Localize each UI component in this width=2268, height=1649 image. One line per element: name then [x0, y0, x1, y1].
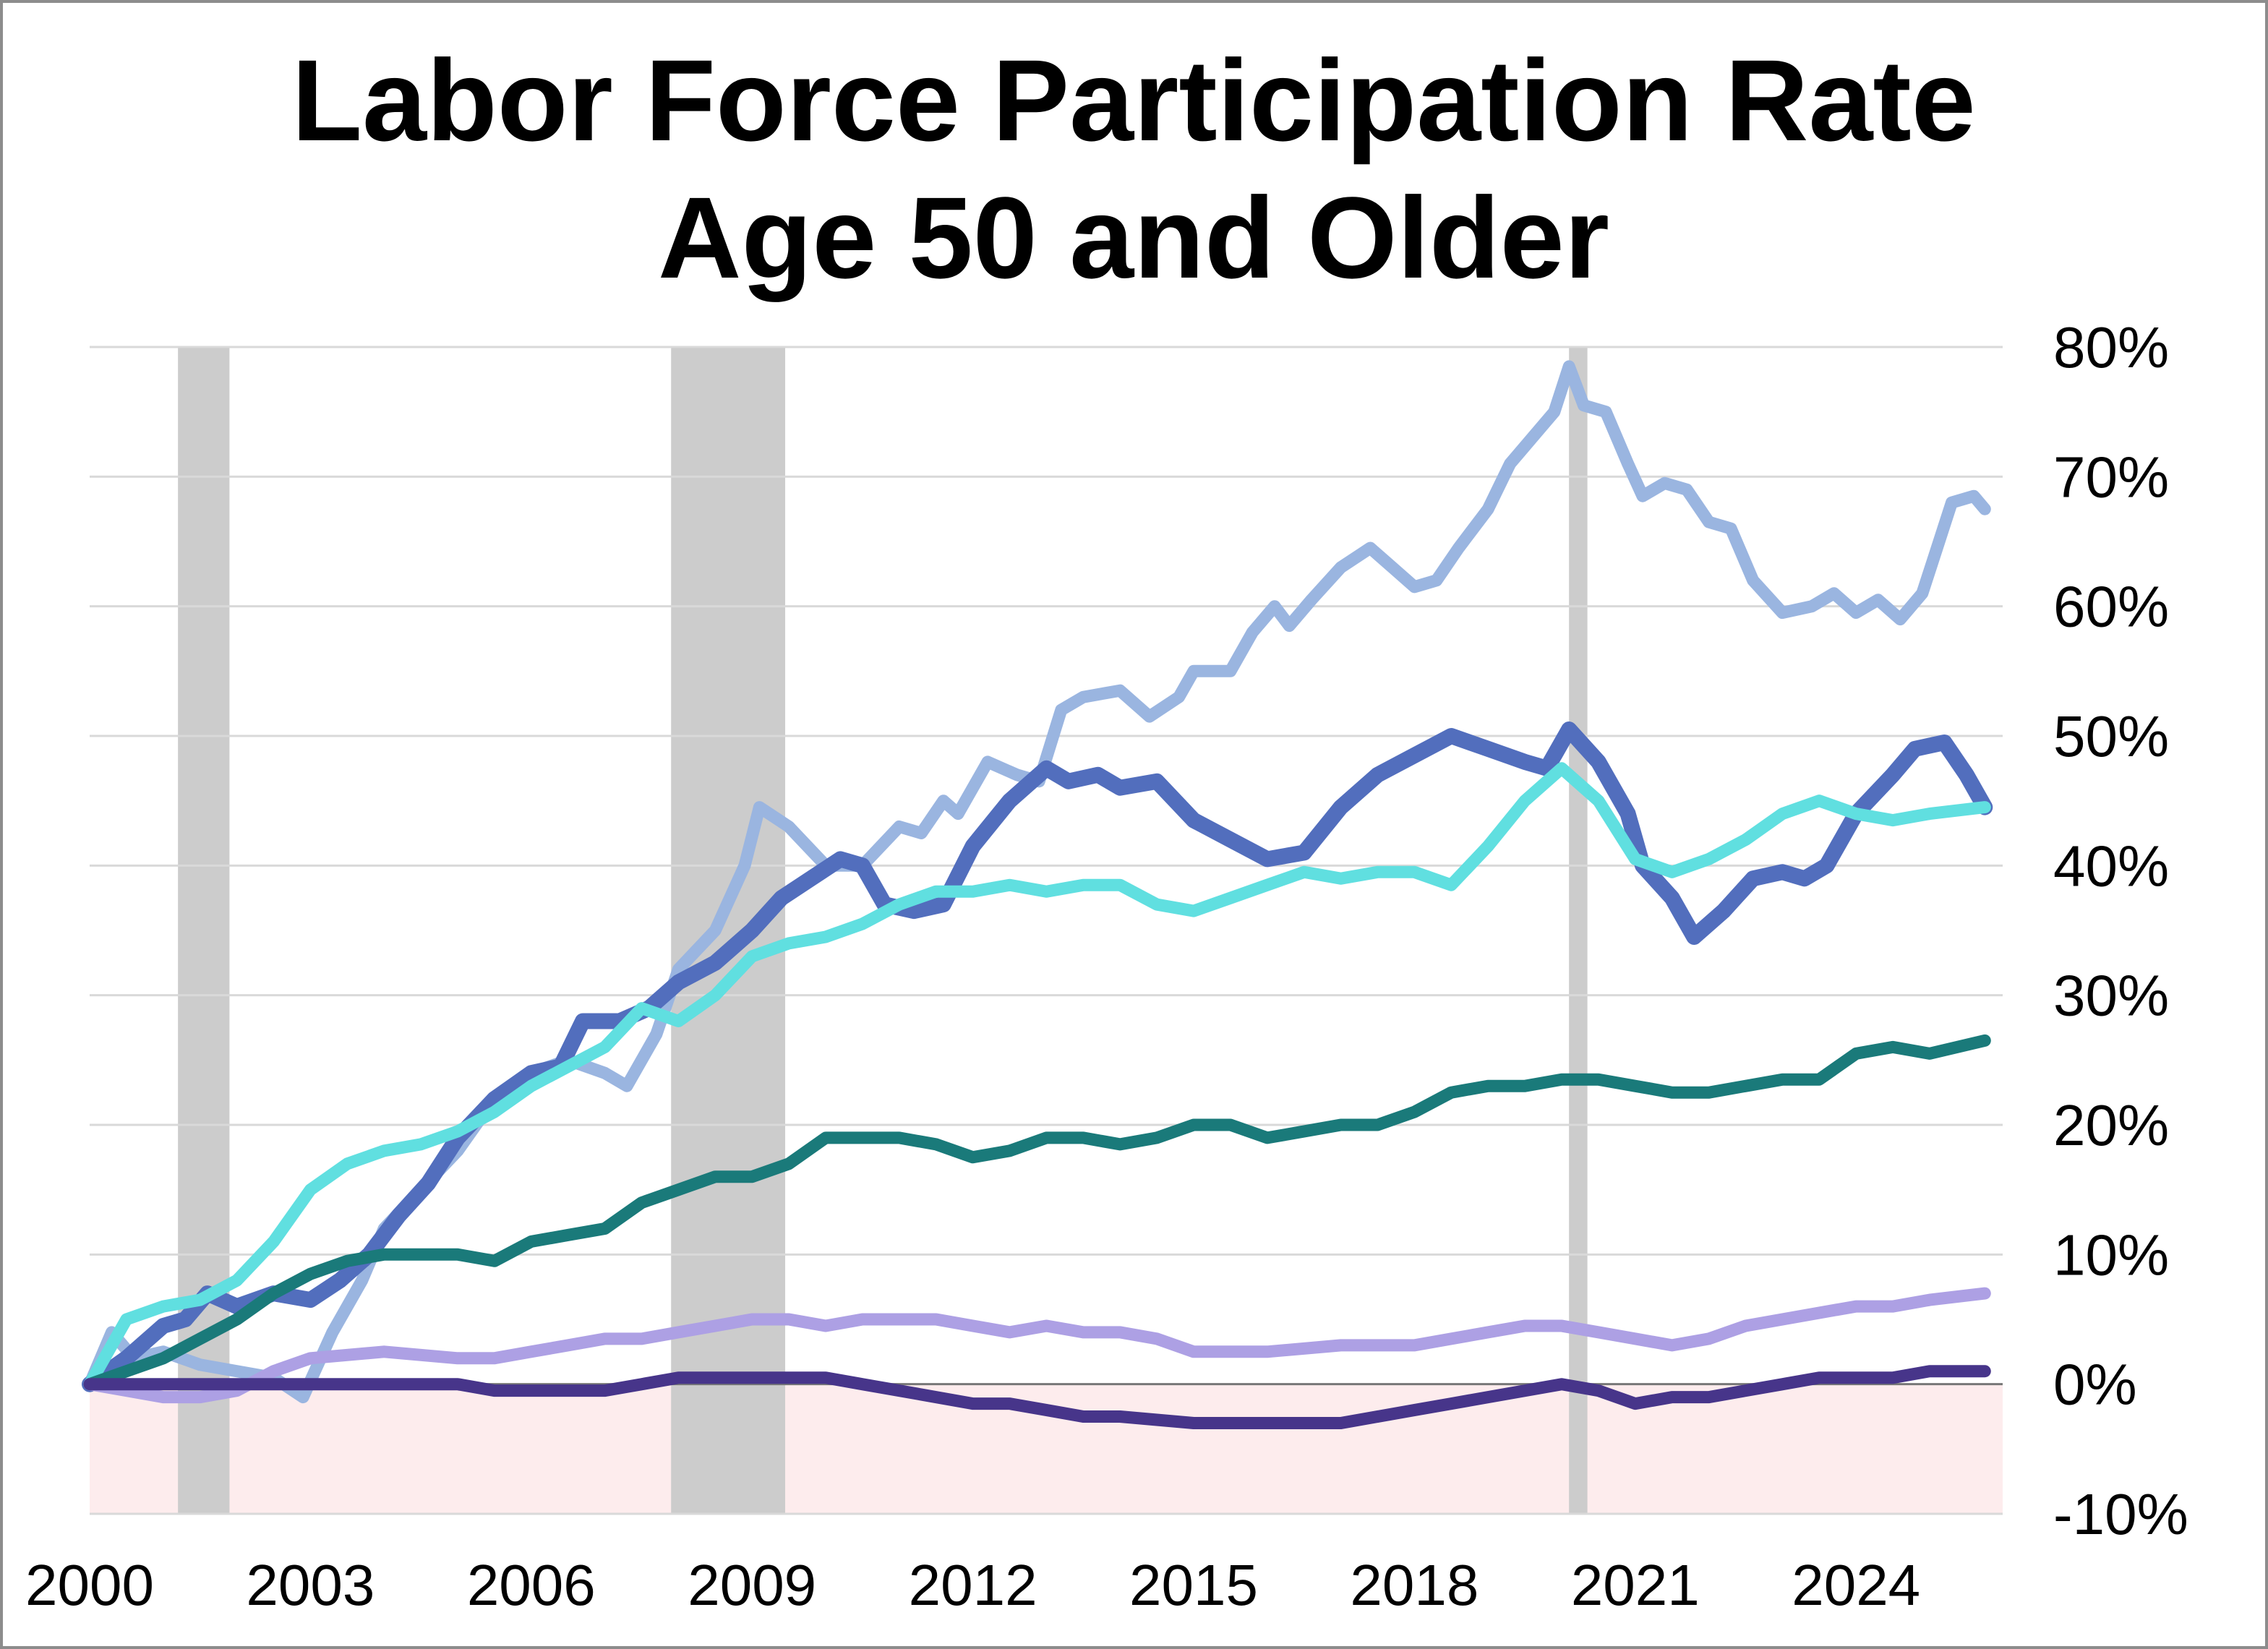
x-tick-label: 2003 [246, 1553, 375, 1617]
x-tick-label: 2000 [25, 1553, 154, 1617]
chart-title-line-1: Labor Force Participation Rate [291, 35, 1975, 165]
series-line-4 [83, 1034, 1991, 1391]
series-line-5 [83, 1287, 1991, 1404]
series-lines [82, 360, 1993, 1429]
y-tick-label: 60% [2053, 575, 2169, 639]
series-line-3 [83, 762, 1991, 1391]
y-tick-label: 30% [2053, 964, 2169, 1028]
negative-region [90, 1384, 2003, 1514]
x-tick-label: 2009 [688, 1553, 816, 1617]
x-tick-label: 2018 [1350, 1553, 1479, 1617]
y-tick-label: 40% [2053, 834, 2169, 898]
series-line-6 [83, 1365, 1991, 1429]
y-axis-ticks: -10% 0% 10% 20% 30% 40% 50% 60% 70% 80% [2053, 315, 2188, 1546]
y-tick-label: 80% [2053, 315, 2169, 380]
recession-band [1569, 347, 1588, 1514]
x-tick-label: 2006 [467, 1553, 596, 1617]
y-tick-label: 20% [2053, 1093, 2169, 1157]
recession-band [671, 347, 786, 1514]
series-line-2 [82, 721, 1993, 1392]
x-tick-label: 2015 [1129, 1553, 1258, 1617]
y-tick-label: -10% [2053, 1482, 2188, 1546]
y-tick-label: 50% [2053, 704, 2169, 768]
x-axis-ticks: 2000 2003 2006 2009 2012 2015 2018 2021 2024 [25, 1553, 1920, 1617]
chart-title-line-2: Age 50 and Older [658, 173, 1609, 302]
x-tick-label: 2021 [1571, 1553, 1700, 1617]
y-tick-label: 0% [2053, 1353, 2137, 1417]
x-tick-label: 2024 [1792, 1553, 1920, 1617]
x-tick-label: 2012 [909, 1553, 1037, 1617]
y-tick-label: 10% [2053, 1222, 2169, 1287]
y-tick-label: 70% [2053, 445, 2169, 509]
